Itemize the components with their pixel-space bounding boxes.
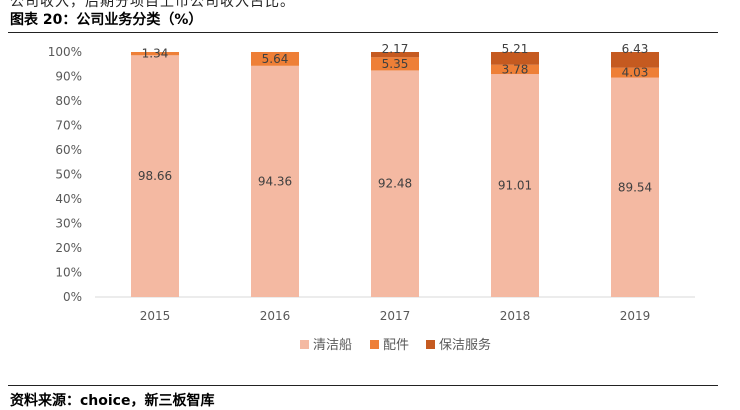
y-tick-label: 80%: [55, 94, 82, 108]
data-label: 5.21: [502, 42, 529, 56]
bar-segment-1: [611, 77, 659, 297]
legend-label-1: 清洁船: [313, 338, 352, 353]
legend-swatch-3: [426, 340, 435, 349]
title-divider: [8, 32, 718, 33]
bar-segment-2: [491, 64, 539, 75]
figure-title: 图表 20：公司业务分类（%）: [10, 12, 203, 28]
x-tick-label: 2016: [260, 309, 291, 323]
bar-segment-1: [251, 65, 299, 298]
y-tick-label: 30%: [55, 217, 82, 231]
y-tick-label: 20%: [55, 241, 82, 255]
source-note: 资料来源：choice，新三板智库: [10, 393, 215, 409]
data-label: 4.03: [622, 66, 649, 80]
bar-segment-1: [131, 55, 179, 297]
data-label: 1.34: [142, 47, 169, 61]
data-label: 91.01: [498, 179, 532, 193]
x-tick-label: 2015: [140, 309, 171, 323]
data-label: 2.17: [382, 42, 409, 56]
legend-swatch-2: [370, 340, 379, 349]
data-label: 94.36: [258, 174, 292, 188]
legend-label-3: 保洁服务: [439, 337, 491, 353]
bar-segment-3: [371, 52, 419, 58]
bar-segment-3: [491, 52, 539, 65]
bar-segment-2: [131, 52, 179, 56]
bar-segment-1: [371, 70, 419, 297]
legend-swatch-1: [300, 340, 309, 349]
data-label: 89.54: [618, 180, 652, 194]
data-label: 5.35: [382, 57, 409, 71]
bar-segment-2: [371, 57, 419, 71]
data-label: 6.43: [622, 42, 649, 56]
x-tick-label: 2019: [620, 309, 651, 323]
data-label: 5.64: [262, 52, 289, 66]
bar-segment-2: [611, 67, 659, 78]
data-label: 3.78: [502, 62, 529, 76]
previous-paragraph-text: 公司收入，后期分项目上市公司收入占比。: [10, 0, 295, 10]
y-tick-label: 50%: [55, 168, 82, 182]
bar-segment-2: [251, 52, 299, 66]
bar-segment-3: [611, 52, 659, 68]
bar-segment-1: [491, 74, 539, 297]
y-tick-label: 0%: [63, 290, 82, 304]
legend-label-2: 配件: [383, 338, 409, 353]
source-divider: [8, 385, 718, 386]
x-tick-label: 2017: [380, 309, 411, 323]
y-tick-label: 70%: [55, 119, 82, 133]
data-label: 92.48: [378, 177, 412, 191]
y-tick-label: 100%: [48, 45, 82, 59]
y-tick-label: 90%: [55, 70, 82, 84]
y-tick-label: 60%: [55, 143, 82, 157]
data-label: 98.66: [138, 169, 172, 183]
y-tick-label: 40%: [55, 192, 82, 206]
x-tick-label: 2018: [500, 309, 531, 323]
y-tick-label: 10%: [55, 266, 82, 280]
